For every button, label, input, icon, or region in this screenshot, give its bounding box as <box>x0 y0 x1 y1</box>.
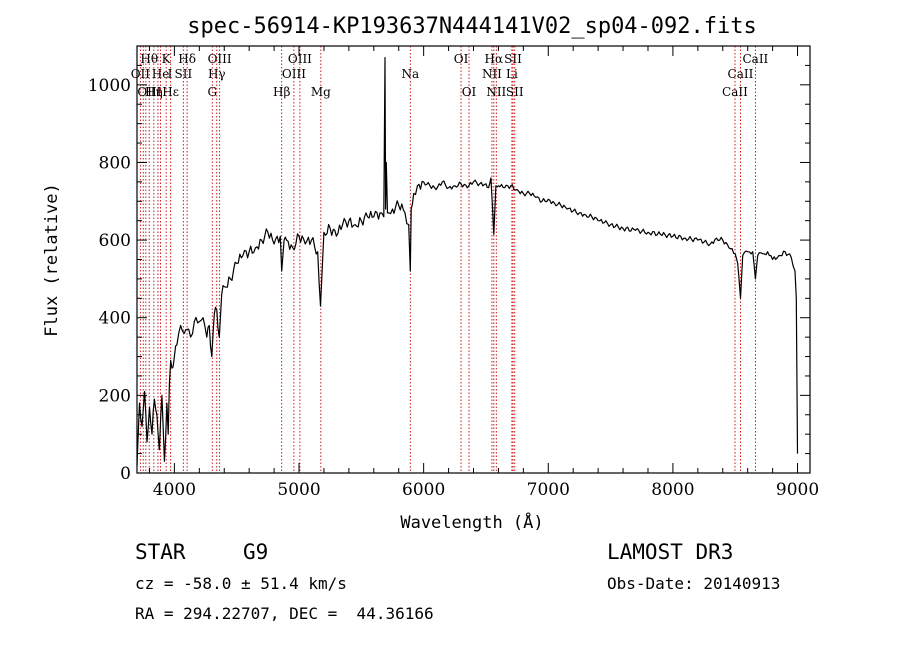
line-marker-label: SII <box>504 52 522 66</box>
line-marker-label: CaII <box>722 85 748 99</box>
line-marker-label: CaII <box>728 67 754 81</box>
sky-coordinates: RA = 294.22707, DEC = 44.36166 <box>135 604 434 623</box>
line-marker-label: Hη <box>145 85 163 99</box>
y-tick-label: 1000 <box>88 76 131 96</box>
line-marker-label: Hθ <box>140 52 158 66</box>
emission-line-markers <box>139 46 756 473</box>
line-marker-label: Hα <box>485 52 504 66</box>
line-marker-label: OIII <box>137 85 161 99</box>
plot-frame <box>136 45 811 474</box>
x-tick-label: 7000 <box>527 480 570 500</box>
line-marker-label: He <box>152 67 170 81</box>
line-marker-label: Hδ <box>178 52 196 66</box>
y-axis-ticks: 0 200 400 600 800 1000 <box>88 45 810 484</box>
y-axis-label: Flux (relative) <box>42 183 62 337</box>
chart-title: spec-56914-KP193637N444141V02_sp04-092.f… <box>187 14 757 39</box>
line-marker-label: G <box>207 85 217 99</box>
line-marker-label: OIII <box>208 52 232 66</box>
object-subclass: G9 <box>243 540 269 564</box>
line-marker-label: OIII <box>288 52 312 66</box>
line-marker-label: SII <box>506 85 524 99</box>
line-marker-label: Mg <box>311 85 331 99</box>
line-marker-label: CaII <box>742 52 768 66</box>
line-marker-label: Hγ <box>208 67 226 81</box>
x-axis-ticks: 4000 5000 6000 7000 8000 9000 <box>148 46 819 500</box>
redshift-velocity: cz = -58.0 ± 51.4 km/s <box>135 574 347 593</box>
line-marker-label: Hε <box>162 85 179 99</box>
line-marker-label: OII <box>131 67 151 81</box>
observation-date: Obs-Date: 20140913 <box>607 574 781 593</box>
x-tick-label: 5000 <box>277 480 320 500</box>
y-tick-label: 800 <box>99 153 131 173</box>
line-marker-label: NII <box>482 67 502 81</box>
spectrum-line <box>136 57 799 466</box>
y-tick-label: 600 <box>99 231 131 251</box>
line-marker-label: OI <box>462 85 477 99</box>
x-tick-label: 4000 <box>153 480 196 500</box>
x-tick-label: 6000 <box>402 480 445 500</box>
line-marker-label: Li <box>506 67 518 81</box>
y-tick-label: 0 <box>120 464 131 484</box>
line-marker-label: I <box>168 67 173 81</box>
x-tick-label: 8000 <box>651 480 694 500</box>
line-marker-label: OI <box>454 52 469 66</box>
line-marker-label: Hβ <box>273 85 290 99</box>
line-marker-label: K <box>162 52 172 66</box>
x-axis-label: Wavelength (Å) <box>400 511 543 533</box>
line-marker-label: Na <box>401 67 419 81</box>
line-marker-label: SII <box>175 67 193 81</box>
line-marker-label: NII <box>486 85 506 99</box>
x-tick-label: 9000 <box>776 480 819 500</box>
y-tick-label: 200 <box>99 386 131 406</box>
survey-release: LAMOST DR3 <box>607 540 734 564</box>
object-class: STAR <box>135 540 186 564</box>
y-tick-label: 400 <box>99 309 131 329</box>
line-marker-label: OIII <box>282 67 306 81</box>
